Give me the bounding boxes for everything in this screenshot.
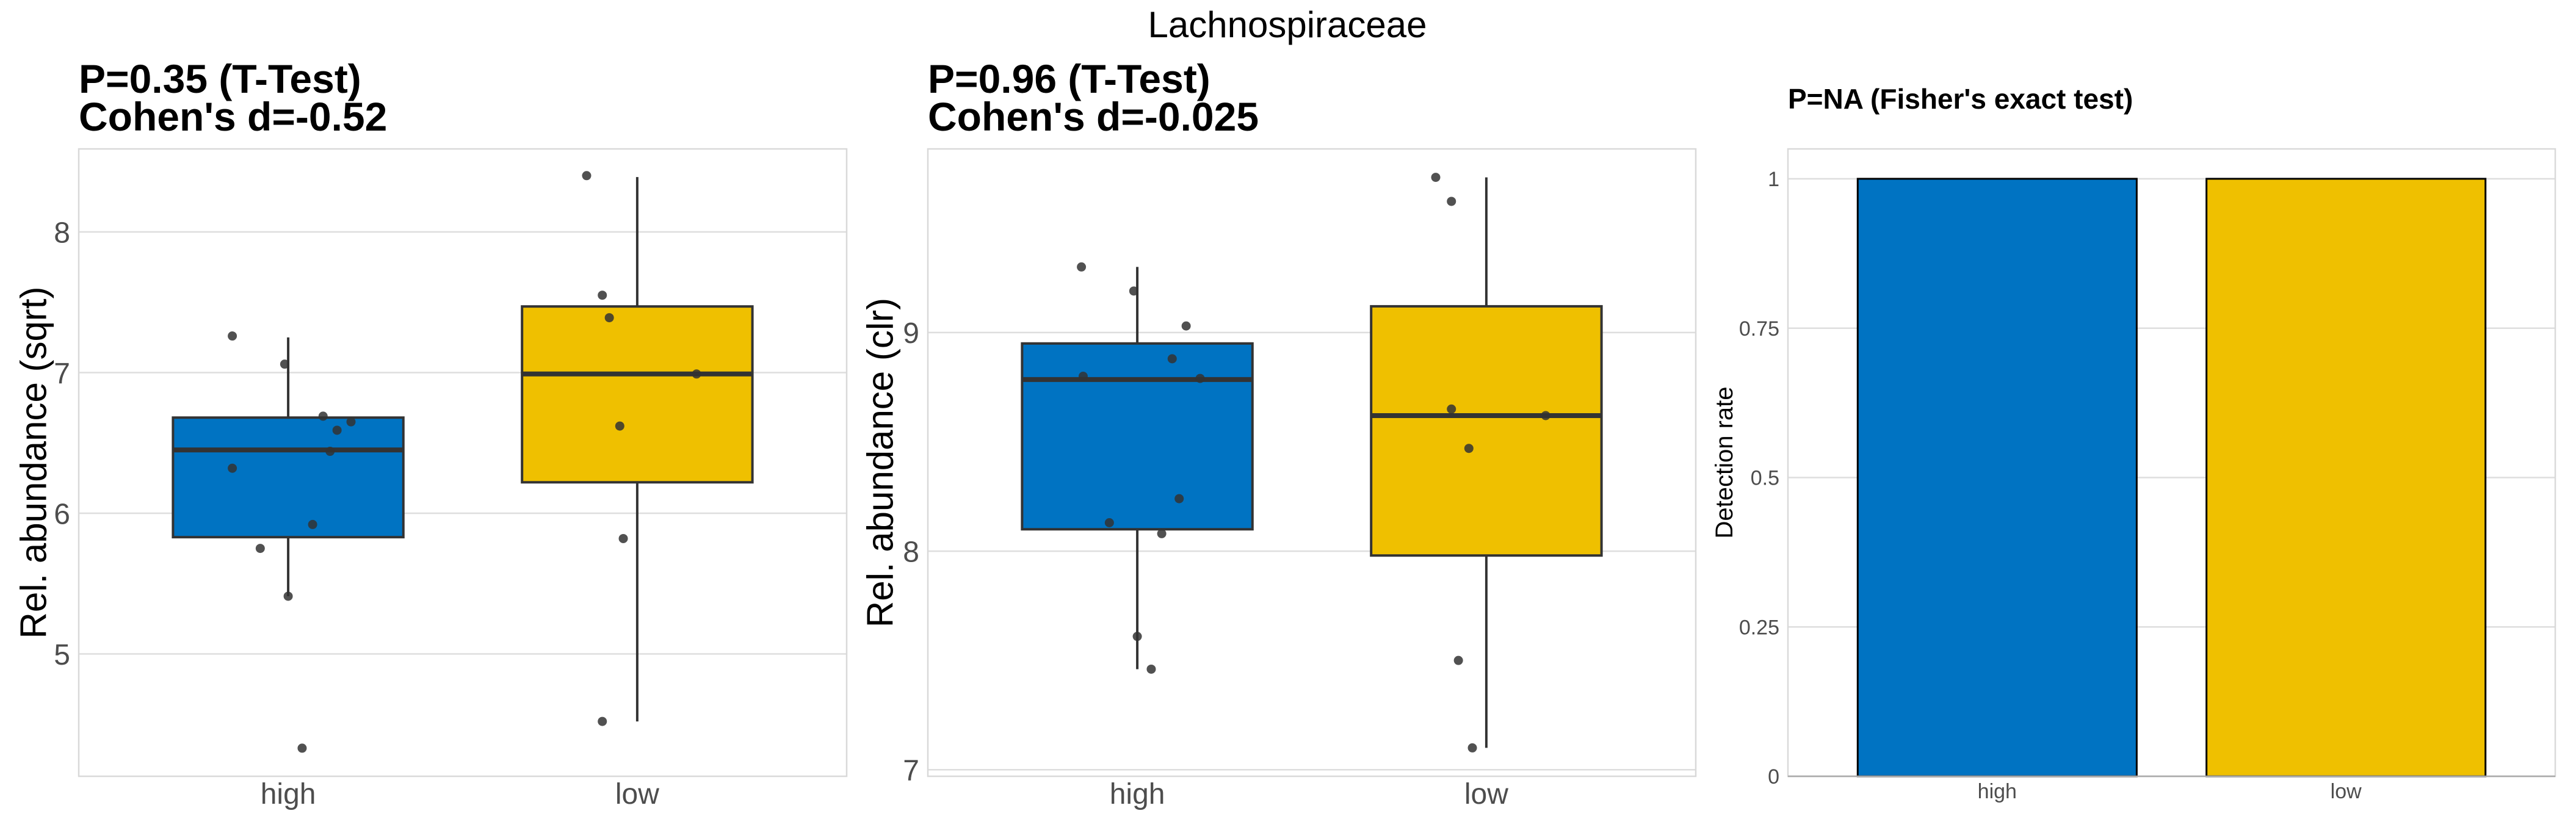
data-point-high (1104, 518, 1114, 528)
data-point-high (1174, 494, 1184, 503)
box-high (172, 416, 405, 539)
x-tick-label-low: low (1464, 778, 1508, 810)
panel-subtitle-effect-size: Cohen's d=-0.52 (79, 94, 387, 139)
data-point-high (1157, 529, 1167, 538)
data-point-high (1129, 286, 1138, 296)
x-tick-label-high: high (1110, 778, 1165, 810)
x-tick-label-low: low (615, 778, 659, 810)
y-tick-label: 7 (54, 358, 70, 390)
y-tick-label: 7 (903, 755, 919, 787)
bar-high (1856, 178, 2138, 778)
data-point-high (1167, 354, 1177, 364)
data-point-high (308, 519, 317, 529)
data-point-high (325, 447, 335, 457)
data-point-high (1132, 632, 1142, 641)
data-point-low (1431, 173, 1441, 182)
panel-subtitle-pvalue: P=NA (Fisher's exact test) (1788, 83, 2133, 115)
y-axis-label: Detection rate (1711, 386, 1738, 538)
panel-3: P=NA (Fisher's exact test) 0 0.25 0.5 0.75 1 h… (1711, 83, 2556, 803)
data-point-high (297, 743, 307, 753)
data-point-high (318, 411, 328, 421)
data-point-low (598, 290, 607, 300)
panel-1: P=0.35 (T-Test)Cohen's d=-0.52 5 6 7 8 high lo… (13, 56, 848, 810)
x-tick-label-high: high (261, 778, 316, 810)
panel-2: P=0.96 (T-Test)Cohen's d=-0.025 7 8 9 high lo… (860, 56, 1697, 810)
y-tick-label: 0.75 (1739, 317, 1779, 341)
y-tick-label: 8 (903, 536, 919, 568)
data-point-high (283, 591, 293, 601)
y-tick-label: 9 (903, 317, 919, 350)
data-point-low (598, 716, 607, 726)
y-tick-label: 5 (54, 639, 70, 671)
data-point-low (692, 369, 701, 379)
data-point-low (604, 313, 614, 323)
panel-subtitle-pvalue: P=0.35 (T-Test) (79, 56, 361, 101)
bar-low (2205, 178, 2487, 778)
data-point-high (255, 544, 265, 554)
y-tick-label: 1 (1768, 168, 1779, 191)
data-point-low (1467, 743, 1477, 752)
panel-border (78, 148, 848, 778)
data-point-high (1077, 262, 1087, 272)
data-point-low (615, 421, 624, 431)
y-tick-label: 0 (1768, 765, 1779, 789)
data-point-low (1453, 655, 1463, 665)
y-tick-label: 6 (54, 498, 70, 530)
data-point-low (1447, 197, 1456, 206)
data-point-high (332, 425, 342, 435)
panel-border (927, 148, 1697, 778)
data-point-high (228, 463, 237, 473)
x-tick-label-low: low (2331, 780, 2362, 803)
box-high (1021, 342, 1254, 531)
y-tick-label: 0.25 (1739, 616, 1779, 639)
data-point-high (1181, 321, 1191, 331)
data-point-high (280, 359, 289, 369)
y-axis-label: Rel. abundance (clr) (860, 298, 901, 627)
data-point-low (618, 533, 628, 543)
data-point-high (346, 417, 356, 427)
panel-subtitle-effect-size: Cohen's d=-0.025 (928, 94, 1259, 139)
data-point-low (1541, 411, 1550, 420)
y-tick-label: 0.5 (1751, 467, 1779, 490)
data-point-low (1464, 444, 1474, 453)
x-tick-label-high: high (1978, 780, 2017, 803)
figure-title: Lachnospiraceae (1148, 4, 1427, 45)
data-point-high (1078, 372, 1088, 381)
data-point-high (1146, 664, 1156, 674)
data-point-high (228, 331, 237, 341)
y-tick-label: 8 (54, 217, 70, 249)
box-low (521, 305, 754, 484)
panel-subtitle-pvalue: P=0.96 (T-Test) (928, 56, 1210, 101)
y-axis-label: Rel. abundance (sqrt) (13, 287, 54, 639)
data-point-low (582, 171, 592, 181)
data-point-low (1447, 404, 1456, 414)
box-low (1370, 305, 1603, 557)
data-point-high (1195, 374, 1205, 383)
